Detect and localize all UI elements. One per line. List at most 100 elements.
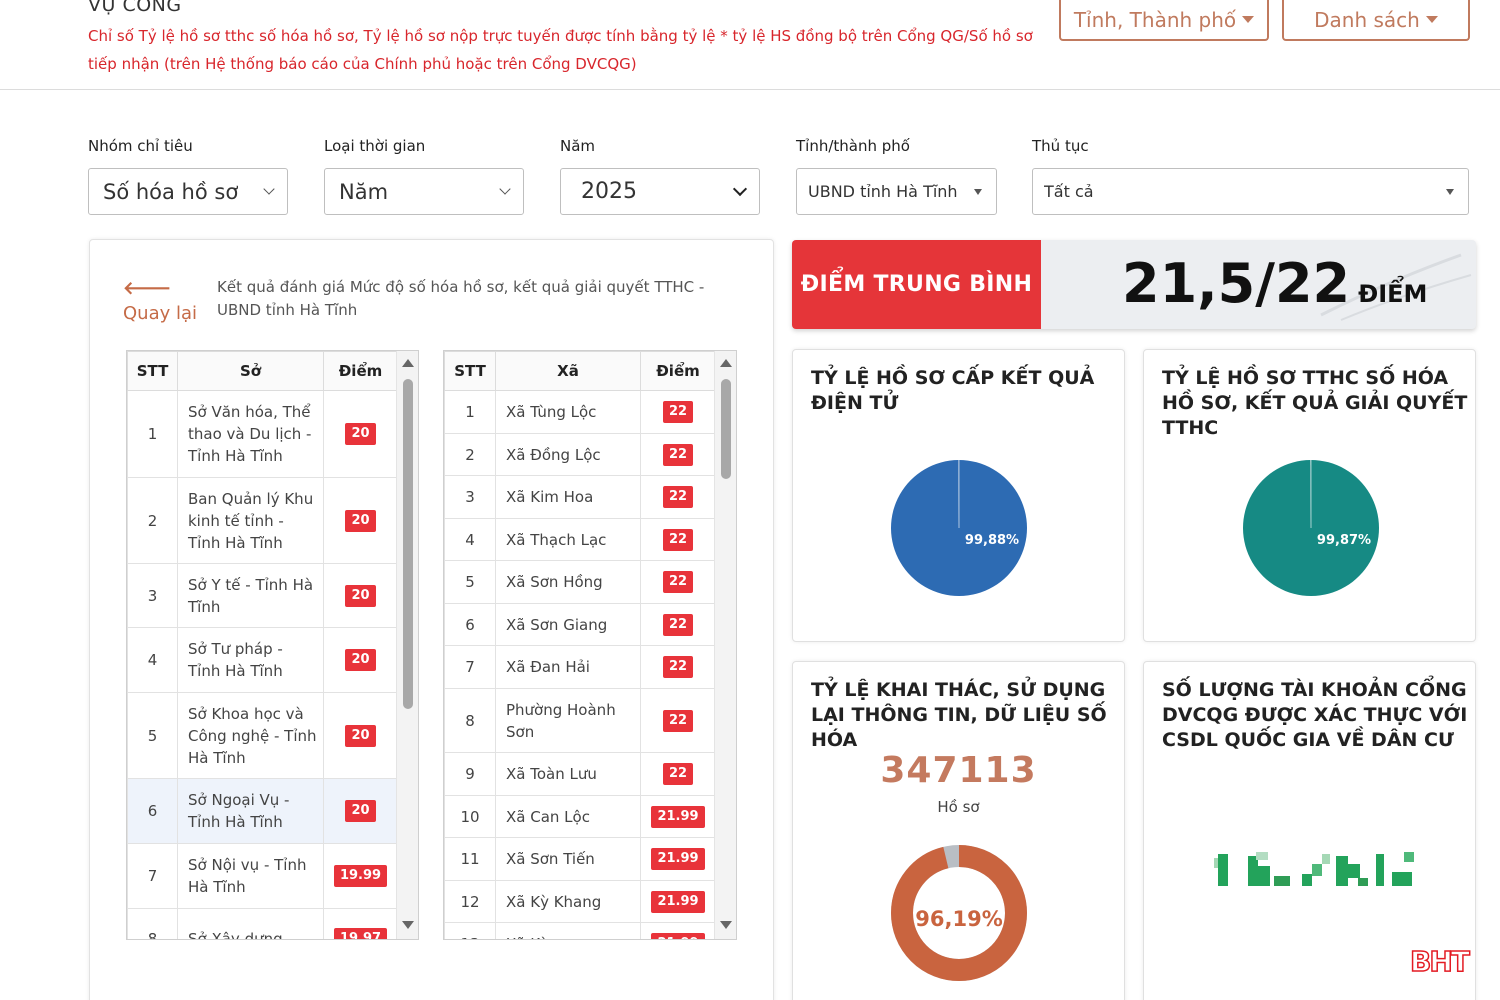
average-score-banner: ĐIỂM TRUNG BÌNH 21,5/22 ĐIỂM [792, 240, 1476, 329]
header-note: Chỉ số Tỷ lệ hồ sơ tthc số hóa hồ sơ, Tỷ… [88, 27, 1033, 73]
table-row[interactable]: 13Xã Kỳ... 21.99 [444, 922, 716, 939]
scrollbar-thumb[interactable] [721, 379, 731, 479]
table-row[interactable]: 4 Sở Tư pháp - Tỉnh Hà Tĩnh 20 [127, 627, 398, 693]
row-stt: 5 [127, 692, 178, 779]
row-score-cell: 22 [640, 433, 716, 476]
row-score-cell: 20 [323, 563, 398, 628]
score-badge: 21.99 [651, 805, 705, 828]
row-score-cell: 22 [640, 752, 716, 796]
row-score-cell: 22 [640, 560, 716, 604]
row-name: Xã Kim Hoa [495, 475, 641, 519]
data-reuse-title: TỶ LỆ KHAI THÁC, SỬ DỤNG LẠI THÔNG TIN, … [811, 679, 1107, 751]
province-dropdown-button[interactable]: Tỉnh, Thành phố [1059, 0, 1269, 41]
table-row[interactable]: 7 Sở Nội vụ - Tỉnh Hà Tĩnh 19.99 [127, 843, 398, 909]
back-link[interactable]: 🡐 Quay lại [123, 276, 203, 326]
row-stt: 3 [444, 475, 496, 519]
chevron-down-icon [263, 183, 275, 195]
row-name: Xã Thạch Lạc [495, 518, 641, 561]
row-score-cell: 20 [323, 778, 398, 844]
table-row[interactable]: 7 Xã Đan Hải 22 [444, 645, 716, 689]
score-badge: 22 [662, 763, 694, 785]
year-filter-select[interactable]: 2025 [560, 168, 760, 215]
group-filter-value: Số hóa hồ sơ [103, 179, 239, 204]
row-score-cell: 20 [323, 692, 398, 779]
average-score-unit: ĐIỂM [1358, 280, 1428, 308]
average-score-number: 21,5/22 [1122, 252, 1351, 315]
row-name: Xã Đan Hải [495, 645, 641, 689]
table-row[interactable]: 9 Xã Toàn Lưu 22 [444, 752, 716, 796]
row-name: Sở Xây dựng - [177, 908, 324, 939]
table-row[interactable]: 11 Xã Sơn Tiến 21.99 [444, 837, 716, 881]
verified-accounts-count-obscured [1214, 852, 1414, 886]
scroll-down-icon[interactable] [402, 921, 414, 929]
procedure-filter-select[interactable]: Tất cả [1032, 168, 1469, 215]
row-score-cell: 19.99 [323, 843, 398, 909]
scroll-down-icon[interactable] [720, 921, 732, 929]
digitized-pie: 99,87% [1243, 460, 1379, 596]
score-badge: 22 [662, 528, 694, 551]
row-stt: 2 [444, 433, 496, 476]
scroll-up-icon[interactable] [720, 359, 732, 367]
row-stt: 1 [127, 390, 178, 478]
scroll-up-icon[interactable] [402, 359, 414, 367]
digitized-card: TỶ LỆ HỒ SƠ TTHC SỐ HÓA HỒ SƠ, KẾT QUẢ G… [1143, 349, 1476, 642]
table-row[interactable]: 4 Xã Thạch Lạc 22 [444, 518, 716, 561]
commune-table-body: STT Xã Điểm 1 Xã Tùng Lộc 22 2 Xã Đồng Lộc 22… [444, 351, 716, 939]
results-title: Kết quả đánh giá Mức độ số hóa hồ sơ, kế… [217, 278, 705, 319]
row-name: Sở Ngoại Vụ - Tỉnh Hà Tĩnh [177, 778, 324, 844]
row-stt: 3 [127, 563, 178, 628]
row-stt: 4 [444, 518, 496, 561]
list-dropdown-button[interactable]: Danh sách [1282, 0, 1470, 41]
caret-down-icon [1242, 16, 1255, 23]
header-divider [0, 89, 1500, 90]
data-reuse-count-unit: Hồ sơ [937, 798, 980, 816]
table-row[interactable]: 2 Xã Đồng Lộc 22 [444, 433, 716, 476]
commune-table-scrollbar[interactable] [714, 351, 736, 939]
data-reuse-donut: 96,19% [891, 845, 1027, 981]
score-badge: 20 [345, 800, 376, 822]
row-name: Sở Nội vụ - Tỉnh Hà Tĩnh [177, 843, 324, 909]
table-row[interactable]: 1 Sở Văn hóa, Thể thao và Du lịch - Tỉnh … [127, 390, 398, 478]
row-name: Xã Toàn Lưu [495, 752, 641, 796]
column-header-score: Điểm [640, 351, 716, 391]
time-type-filter-select[interactable]: Năm [324, 168, 524, 215]
province-filter-label: Tỉnh/thành phố [796, 137, 910, 155]
arrow-left-icon: 🡐 [123, 278, 172, 299]
score-badge: 19.97 [333, 927, 388, 939]
data-reuse-count: 347113 [880, 750, 1037, 791]
score-badge: 21.99 [651, 848, 705, 870]
table-row[interactable]: 5 Sở Khoa học và Công nghệ - Tỉnh Hà Tĩnh… [127, 692, 398, 779]
table-row[interactable]: 10 Xã Can Lộc 21.99 [444, 795, 716, 838]
table-header-row: STT Xã Điểm [444, 351, 716, 391]
table-row[interactable]: 3 Xã Kim Hoa 22 [444, 475, 716, 519]
row-score-cell: 22 [640, 688, 716, 753]
commune-table: STT Xã Điểm 1 Xã Tùng Lộc 22 2 Xã Đồng Lộc 22… [443, 350, 737, 940]
row-stt: 5 [444, 560, 496, 604]
digitized-percent: 99,87% [1317, 533, 1371, 548]
group-filter-select[interactable]: Số hóa hồ sơ [88, 168, 288, 215]
scrollbar-thumb[interactable] [403, 379, 413, 709]
row-stt: 10 [444, 795, 496, 838]
table-row[interactable]: 5 Xã Sơn Hồng 22 [444, 560, 716, 604]
electronic-result-title: TỶ LỆ HỒ SƠ CẤP KẾT QUẢ ĐIỆN TỬ [811, 367, 1095, 414]
table-row[interactable]: 6 Xã Sơn Giang 22 [444, 603, 716, 646]
department-table-scrollbar[interactable] [396, 351, 418, 939]
row-score-cell: 22 [640, 475, 716, 519]
verified-accounts-title: SỐ LƯỢNG TÀI KHOẢN CỔNG DVCQG ĐƯỢC XÁC T… [1162, 679, 1468, 751]
table-row[interactable]: 6 Sở Ngoại Vụ - Tỉnh Hà Tĩnh 20 [127, 778, 398, 844]
column-header-commune: Xã [495, 351, 641, 391]
score-badge: 20 [345, 584, 376, 607]
province-filter-select[interactable]: UBND tỉnh Hà Tĩnh [796, 168, 997, 215]
electronic-result-percent: 99,88% [965, 533, 1019, 548]
table-row[interactable]: 8 Phường Hoành Sơn 22 [444, 688, 716, 753]
table-row[interactable]: 1 Xã Tùng Lộc 22 [444, 390, 716, 434]
department-table-body: STT Sở Điểm 1 Sở Văn hóa, Thể thao và Du … [127, 351, 398, 939]
time-type-filter-label: Loại thời gian [324, 137, 426, 155]
row-stt: 9 [444, 752, 496, 796]
table-row[interactable]: 12 Xã Kỳ Khang 21.99 [444, 880, 716, 923]
score-badge: 20 [345, 649, 376, 671]
table-row[interactable]: 8 Sở Xây dựng - 19.97 [127, 908, 398, 939]
table-row[interactable]: 3 Sở Y tế - Tỉnh Hà Tĩnh 20 [127, 563, 398, 628]
row-stt: 8 [127, 908, 178, 939]
table-row[interactable]: 2 Ban Quản lý Khu kinh tế tỉnh - Tỉnh Hà … [127, 477, 398, 564]
